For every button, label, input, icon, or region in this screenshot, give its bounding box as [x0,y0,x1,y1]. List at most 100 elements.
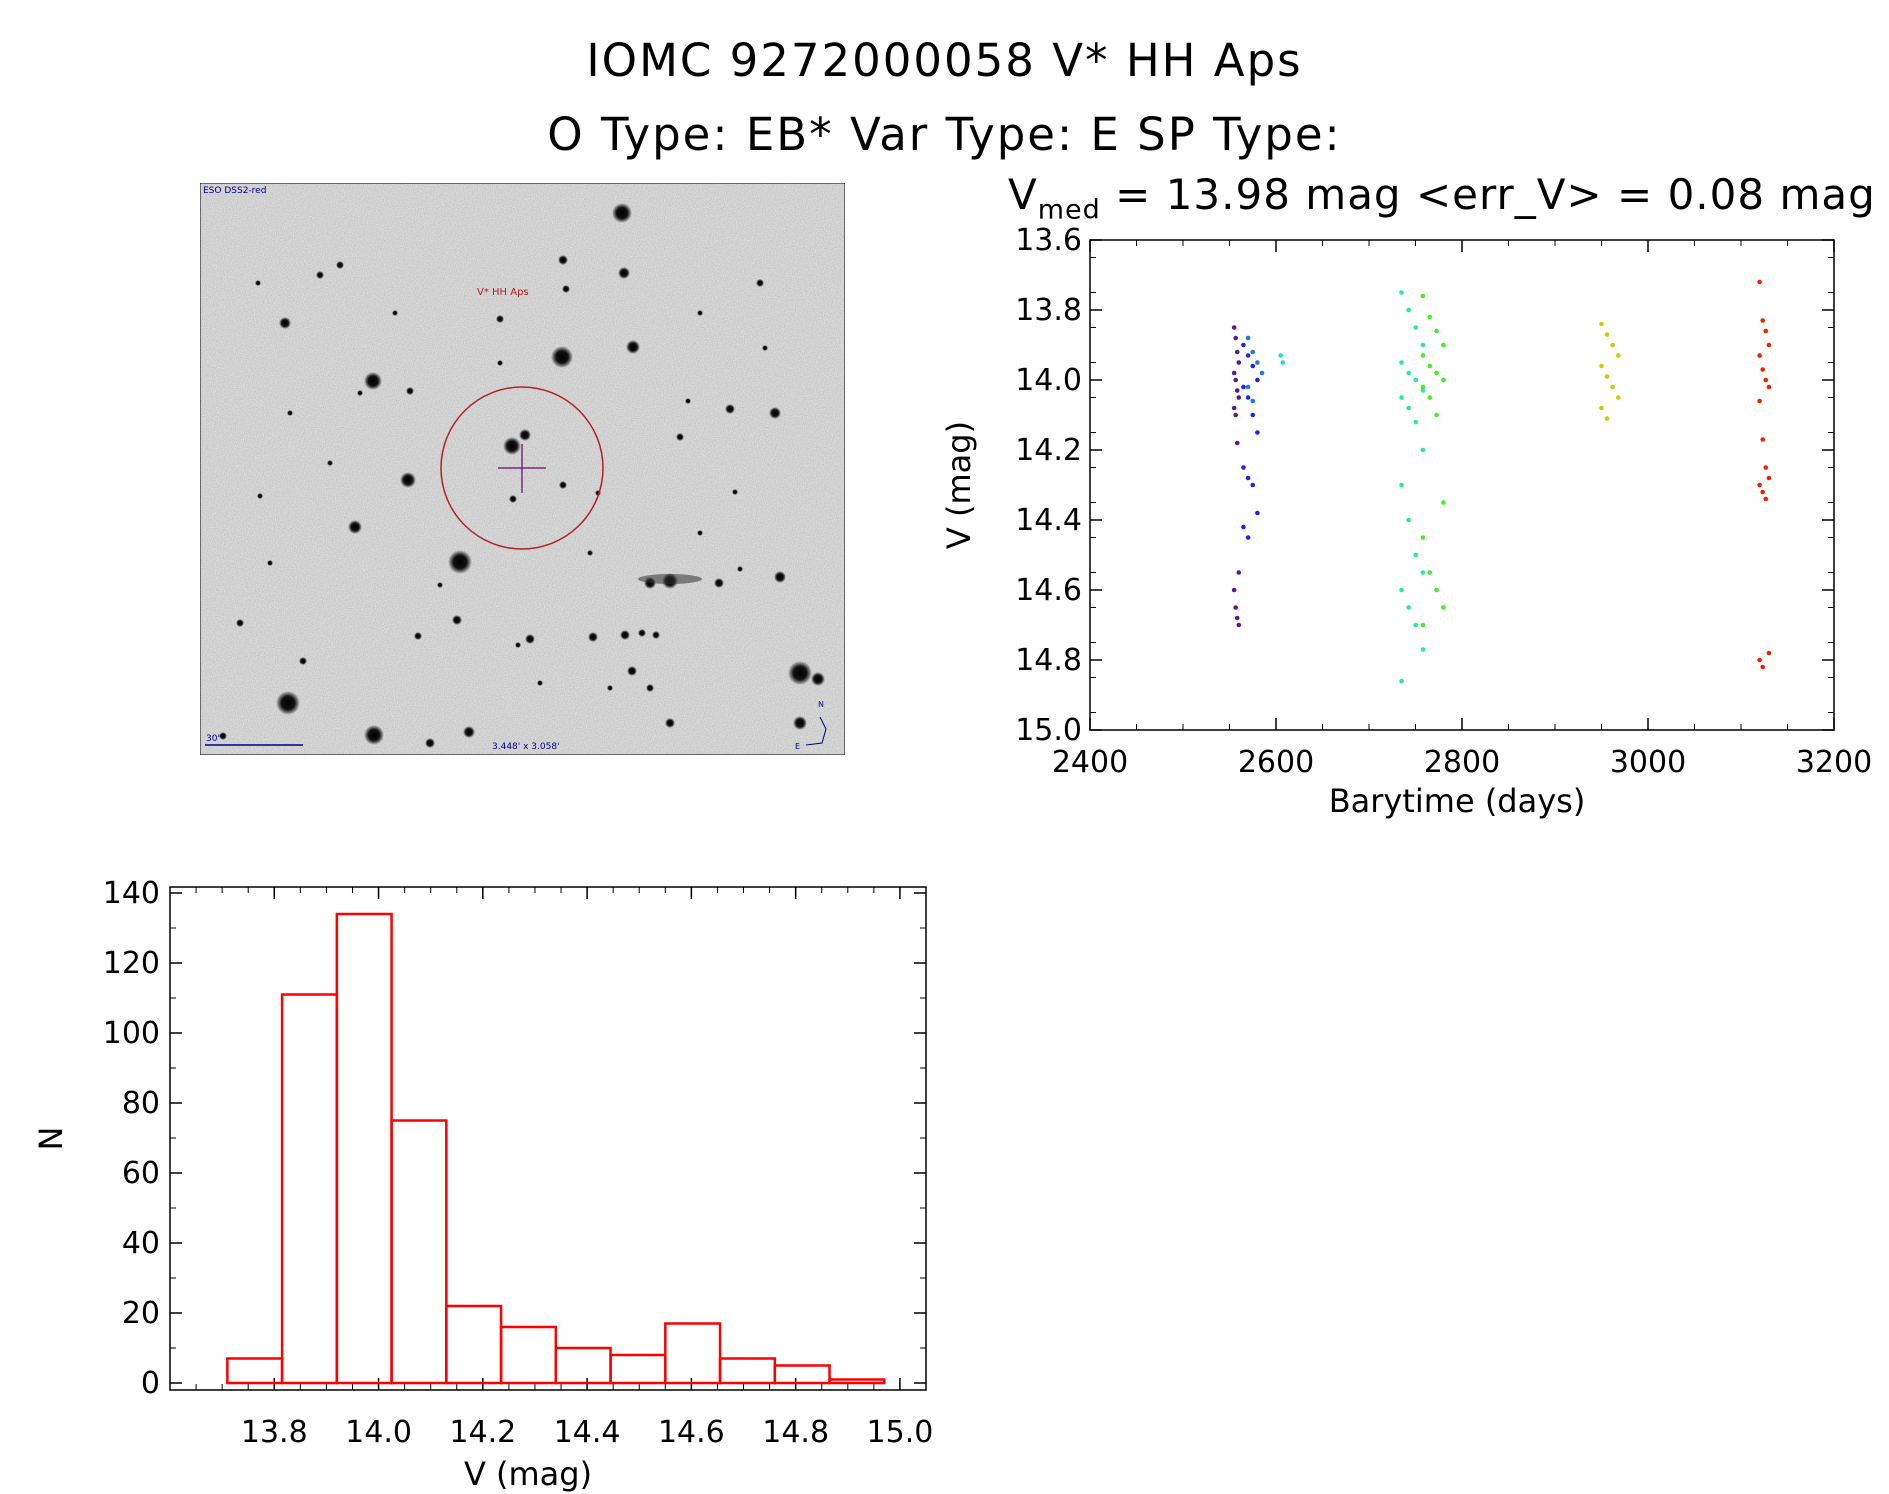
hist-frame [169,886,927,1391]
star-dot [627,666,637,676]
data-point [1763,496,1769,502]
star-dot [626,340,640,354]
hist-x-axis-label: V (mag) [464,1455,592,1493]
star-dot [503,437,521,455]
data-point [1233,412,1238,418]
star-dot [612,203,632,223]
star-dot [336,261,344,269]
hist-x-tick-label: 14.2 [449,1415,516,1450]
data-point [1420,535,1426,540]
star-dot [279,317,291,329]
data-point [1413,325,1419,330]
star-dot [236,619,244,627]
star-dot [463,726,475,738]
star-dot [425,738,435,748]
data-point [1441,377,1446,383]
data-point [1766,475,1772,481]
data-point [1763,377,1769,383]
hist-y-tick-label: 20 [122,1296,160,1331]
data-point [1434,587,1439,593]
data-point [1599,405,1604,411]
star-dot [219,732,227,740]
star-dot [267,560,273,566]
data-point [1245,353,1251,358]
star-dot [496,315,504,323]
data-point [1757,398,1762,404]
data-point [1757,482,1762,488]
data-point [1250,482,1256,488]
data-point [1427,395,1433,400]
x-tick-label: 2400 [1052,745,1128,780]
north-label: N [818,700,824,709]
data-point [1255,510,1260,516]
data-point [1413,419,1419,425]
data-point [1250,398,1256,404]
star-dot [697,530,703,536]
star-dot [551,346,573,368]
histogram-chart: 13.8 14.0 14.2 14.4 14.6 14.8 15.0 0 20 40 60 80 100… [32,876,934,1493]
hist-x-tick-label: 14.8 [762,1415,829,1450]
data-point [1757,657,1762,663]
hist-x-tick-label: 15.0 [867,1415,934,1450]
x-axis-label: Barytime (days) [1329,782,1586,820]
data-point [1434,412,1439,418]
data-point [1420,570,1426,575]
star-dot [652,631,660,639]
data-point [1259,370,1265,376]
data-point [1245,335,1251,341]
data-point [1420,647,1426,652]
data-point [1427,314,1433,320]
data-point [1399,678,1404,684]
hist-y-tick-label: 60 [122,1156,160,1191]
star-dot [685,398,691,404]
data-point [1406,370,1411,376]
hist-bar [664,1322,722,1385]
y-tick-label: 14.2 [1015,433,1082,468]
data-point [1757,353,1762,358]
data-point [1399,482,1404,488]
stats-line: Vmed = 13.98 mag <err_V> = 0.08 mag [1008,170,1876,225]
star-dot [676,433,684,441]
data-point [1233,377,1238,383]
compass-arrow [805,716,827,746]
vmed-symbol: V [1008,170,1038,219]
hist-bar [609,1353,667,1385]
data-point [1427,363,1433,369]
data-point [1760,437,1765,442]
data-point [1234,615,1240,621]
hist-bar [390,1119,448,1385]
data-point [1763,465,1769,470]
y-tick-label: 14.8 [1015,643,1082,678]
hist-bar [280,993,339,1385]
hist-x-tick-label: 13.8 [241,1415,308,1450]
x-tick-label: 2800 [1424,745,1500,780]
star-dot [299,657,307,665]
data-point [1599,321,1604,327]
hist-bar [773,1364,831,1385]
star-dot [509,495,517,503]
star-dot [732,489,738,495]
star-dot [714,578,724,588]
survey-label: ESO DSS2-red [203,186,266,196]
data-point [1231,405,1237,411]
star-dot [607,685,613,691]
data-point [1399,395,1404,400]
hist-bar [718,1357,777,1385]
star-dot [357,390,363,396]
star-dot [276,691,300,715]
vmed-subscript: med [1037,194,1101,226]
east-label: E [795,742,800,751]
data-point [1233,605,1238,610]
hist-y-tick-label: 40 [122,1226,160,1261]
star-dot [620,630,630,640]
star-dot [618,267,630,279]
data-point [1245,475,1251,481]
data-point [1604,332,1610,337]
star-dot [392,310,398,316]
data-point [1760,367,1765,372]
star-dot [588,632,598,642]
data-point [1245,384,1251,390]
star-dot [762,345,768,351]
data-point [1441,342,1446,348]
data-point [1610,384,1615,390]
